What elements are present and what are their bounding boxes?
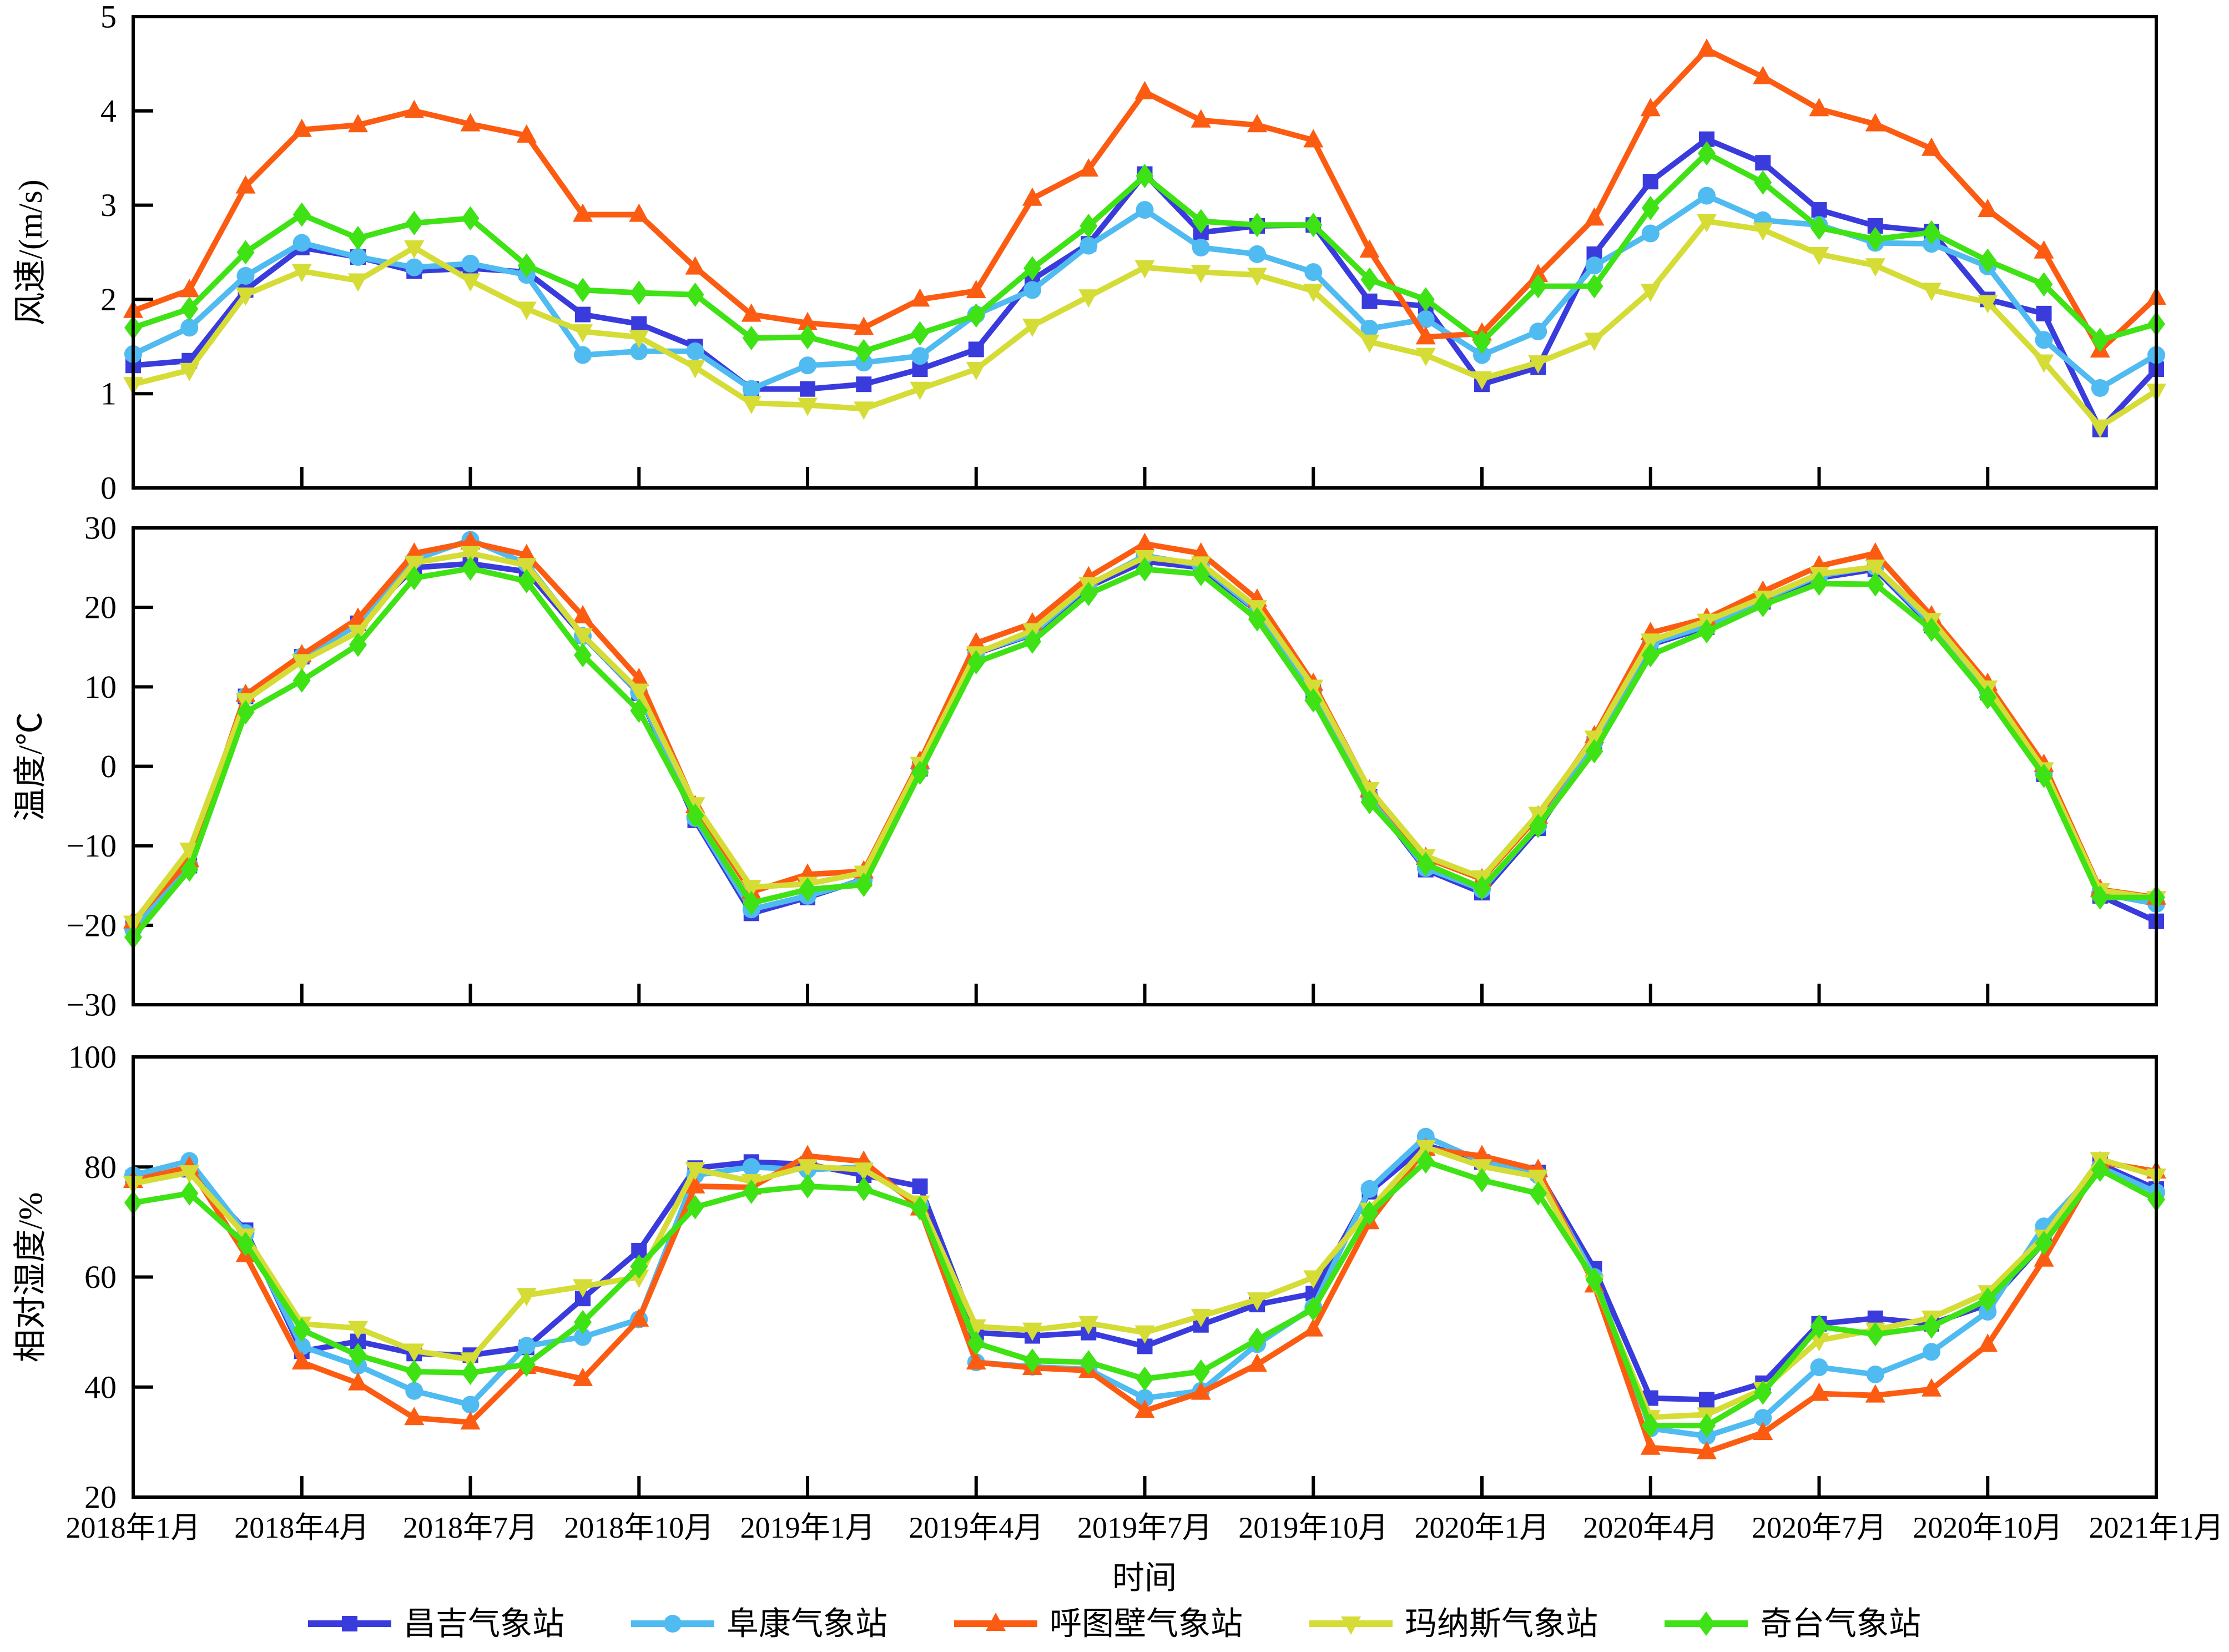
series-markers-hutubi bbox=[123, 38, 2166, 358]
series-line-hutubi bbox=[131, 539, 2157, 924]
x-tick-label: 2020年4月 bbox=[1583, 1511, 1718, 1544]
x-tick-label: 2018年10月 bbox=[564, 1511, 714, 1544]
legend-item-3: 玛纳斯气象站 bbox=[1309, 1606, 1598, 1642]
legend-marker-circle-icon bbox=[664, 1615, 682, 1633]
y-tick-label: 10 bbox=[84, 669, 117, 705]
y-tick-label: 30 bbox=[84, 510, 117, 546]
series-markers-manasi bbox=[123, 214, 2166, 438]
legend-label: 昌吉气象站 bbox=[404, 1606, 564, 1642]
y-tick-label: −10 bbox=[66, 828, 117, 864]
temperature-axis-title: 温度/℃ bbox=[12, 712, 49, 822]
legend-marker-diamond-icon bbox=[1697, 1611, 1715, 1636]
panel-temperature: 温度/℃ −30 −20 −10 0 10 20 30 bbox=[12, 510, 2166, 1023]
x-tick-label: 2018年4月 bbox=[234, 1511, 369, 1544]
panel-relative-humidity: 相对湿度/% 20 40 60 80 100 bbox=[12, 1039, 2166, 1515]
panel-border bbox=[132, 15, 2158, 490]
series-line-manasi bbox=[132, 218, 2158, 430]
legend-label: 呼图壁气象站 bbox=[1050, 1606, 1243, 1642]
x-tick-label: 2018年7月 bbox=[403, 1511, 538, 1544]
y-tick-label: 60 bbox=[84, 1259, 117, 1295]
legend-item-2: 呼图壁气象站 bbox=[954, 1606, 1243, 1642]
x-tick-label: 2019年4月 bbox=[909, 1511, 1043, 1544]
y-tick-label: 2 bbox=[100, 281, 117, 318]
x-tick-label: 2020年1月 bbox=[1415, 1511, 1550, 1544]
legend-item-4: 奇台气象站 bbox=[1665, 1606, 1921, 1642]
y-tick-label: 0 bbox=[100, 748, 117, 784]
panel-wind-speed: 风速/(m/s) 0 1 2 3 4 5 bbox=[12, 0, 2166, 506]
x-tick-label: 2021年1月 bbox=[2089, 1511, 2224, 1544]
series-markers-qitai bbox=[124, 141, 2165, 364]
y-tick-label: 40 bbox=[84, 1369, 117, 1405]
series-markers-manasi bbox=[123, 546, 2166, 934]
y-tick-label: 4 bbox=[100, 93, 117, 129]
legend-marker-square-icon bbox=[342, 1616, 357, 1631]
legend-label: 奇台气象站 bbox=[1760, 1606, 1921, 1642]
humidity-axis-title: 相对湿度/% bbox=[12, 1192, 49, 1363]
series-markers-hutubi bbox=[123, 531, 2166, 929]
legend-label: 玛纳斯气象站 bbox=[1405, 1606, 1598, 1642]
panel-border bbox=[132, 1055, 2158, 1499]
series-line-fukang bbox=[131, 537, 2157, 931]
x-tick-label: 2019年1月 bbox=[740, 1511, 875, 1544]
legend-item-1: 阜康气象站 bbox=[631, 1606, 887, 1642]
series-line-manasi bbox=[131, 550, 2157, 925]
y-tick-label: 20 bbox=[84, 590, 117, 626]
y-tick-label: 3 bbox=[100, 187, 117, 223]
y-tick-label: −30 bbox=[66, 987, 117, 1023]
y-tick-label: 1 bbox=[100, 376, 117, 412]
y-tick-label: −20 bbox=[66, 907, 117, 943]
y-tick-label: 5 bbox=[100, 0, 117, 35]
legend-label: 阜康气象站 bbox=[727, 1606, 887, 1642]
series-line-changji bbox=[133, 1142, 2158, 1403]
x-tick-label: 2018年1月 bbox=[66, 1511, 201, 1544]
x-tick-label: 2019年7月 bbox=[1077, 1511, 1212, 1544]
y-tick-label: 20 bbox=[84, 1479, 117, 1515]
x-tick-label: 2020年10月 bbox=[1913, 1511, 2062, 1544]
legend: 昌吉气象站 阜康气象站 呼图壁气象站 玛纳斯气象站 奇台气象站 bbox=[308, 1606, 1921, 1642]
legend-item-0: 昌吉气象站 bbox=[308, 1606, 564, 1642]
series-line-qitai bbox=[131, 566, 2156, 939]
y-tick-label: 80 bbox=[84, 1149, 117, 1185]
series-markers-qitai bbox=[124, 556, 2165, 950]
x-tick-label: 2020年7月 bbox=[1752, 1511, 1887, 1544]
legend-marker-triangle-up-icon bbox=[986, 1613, 1006, 1631]
legend-marker-triangle-down-icon bbox=[1341, 1616, 1361, 1635]
x-axis-tick-labels: 2018年1月 2018年4月 2018年7月 2018年10月 2019年1月 2019… bbox=[66, 1511, 2224, 1544]
wind-speed-axis-title: 风速/(m/s) bbox=[12, 179, 49, 325]
series-markers-hutubi bbox=[123, 1137, 2166, 1459]
x-axis-title: 时间 bbox=[1112, 1560, 1177, 1596]
x-tick-label: 2019年10月 bbox=[1238, 1511, 1388, 1544]
series-markers-changji bbox=[125, 553, 2164, 933]
panel-border bbox=[132, 526, 2158, 1006]
y-tick-label: 0 bbox=[100, 470, 117, 506]
series-line-changji bbox=[131, 558, 2158, 928]
y-tick-label: 100 bbox=[68, 1039, 117, 1075]
series-markers-qitai bbox=[124, 1149, 2165, 1438]
series-line-fukang bbox=[132, 193, 2158, 392]
series-markers-fukang bbox=[124, 531, 2165, 938]
